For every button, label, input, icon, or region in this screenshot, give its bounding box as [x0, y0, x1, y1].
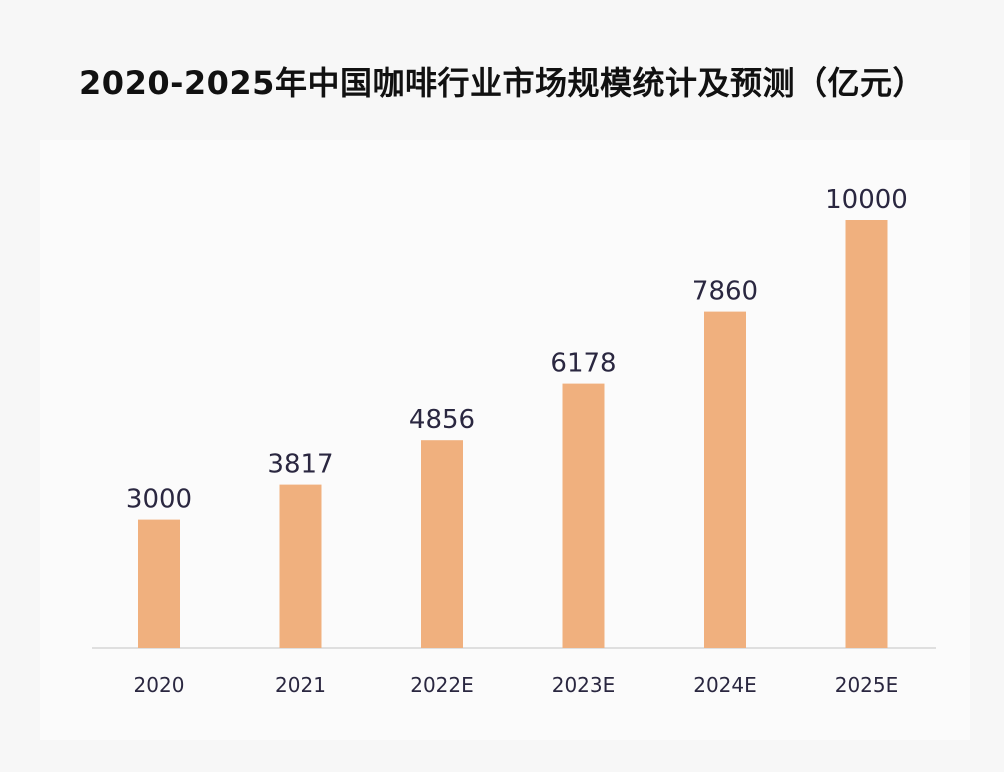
x-tick-label-2025E: 2025E: [835, 673, 899, 697]
bar-2025E: [845, 220, 888, 648]
bar-2022E: [421, 440, 463, 648]
x-tick-label-2022E: 2022E: [410, 673, 474, 697]
x-tick-label-2021: 2021: [275, 673, 326, 697]
data-label-2023E: 6178: [550, 349, 616, 379]
bar-2023E: [562, 383, 605, 648]
bar-2024E: [704, 311, 746, 648]
chart-title: 2020-2025年中国咖啡行业市场规模统计及预测（亿元）: [79, 64, 925, 102]
data-label-2024E: 7860: [692, 277, 758, 307]
bar-2021: [279, 484, 322, 648]
data-label-2022E: 4856: [409, 405, 475, 435]
plot-background: [40, 140, 970, 740]
x-tick-label-2020: 2020: [134, 673, 185, 697]
data-label-2020: 3000: [126, 485, 192, 515]
x-tick-label-2023E: 2023E: [552, 673, 616, 697]
data-label-2021: 3817: [267, 450, 333, 480]
data-label-2025E: 10000: [825, 185, 908, 215]
x-tick-label-2024E: 2024E: [693, 673, 757, 697]
bar-2020: [138, 519, 180, 648]
